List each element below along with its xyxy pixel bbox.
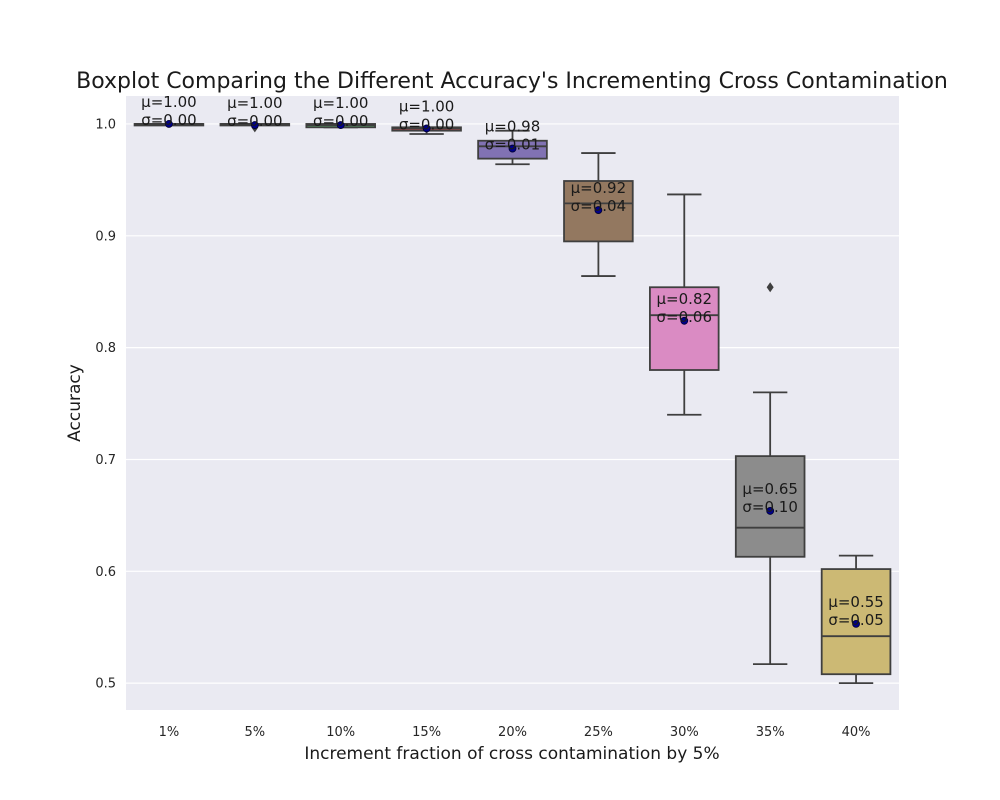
x-tick-label: 25% bbox=[584, 725, 613, 740]
mean-point bbox=[766, 507, 775, 515]
mean-point bbox=[336, 121, 345, 129]
std-label: σ=0.00 bbox=[399, 115, 454, 133]
x-tick-label: 15% bbox=[412, 725, 441, 740]
std-label: σ=0.01 bbox=[485, 136, 540, 154]
mean-point bbox=[680, 316, 689, 325]
box-15%: μ=1.00σ=0.00 bbox=[391, 97, 462, 135]
box-40%: μ=0.55σ=0.05 bbox=[820, 554, 892, 685]
x-tick-label: 5% bbox=[245, 725, 266, 740]
x-tick-label: 30% bbox=[670, 725, 699, 740]
box-1%: μ=1.00σ=0.00 bbox=[133, 93, 205, 129]
box-20%: μ=0.98σ=0.01 bbox=[477, 118, 548, 166]
mean-label: μ=0.82 bbox=[657, 290, 713, 308]
x-tick-label: 35% bbox=[756, 725, 785, 740]
std-label: σ=0.00 bbox=[313, 112, 368, 130]
mean-point bbox=[594, 206, 603, 214]
y-ticks: 0.5 0.6 0.7 0.8 0.9 1.0 bbox=[95, 117, 116, 691]
plot-area bbox=[126, 96, 899, 710]
mean-point bbox=[508, 144, 517, 153]
box-10%: μ=1.00σ=0.00 bbox=[305, 94, 376, 130]
x-tick-label: 10% bbox=[326, 725, 355, 740]
std-label: σ=0.04 bbox=[571, 197, 626, 215]
std-label: σ=0.06 bbox=[657, 308, 712, 326]
mean-point bbox=[852, 619, 860, 628]
box-35%: μ=0.65σ=0.10 bbox=[734, 282, 806, 666]
boxes-layer: μ=1.00σ=0.00μ=1.00σ=0.00μ=1.00σ=0.00μ=1.… bbox=[133, 93, 892, 685]
y-tick-label: 0.8 bbox=[95, 341, 116, 356]
y-tick-label: 0.5 bbox=[95, 677, 116, 692]
mean-label: μ=0.65 bbox=[742, 480, 798, 498]
box-30%: μ=0.82σ=0.06 bbox=[649, 193, 720, 416]
y-tick-label: 1.0 bbox=[95, 117, 116, 132]
mean-point bbox=[422, 124, 431, 133]
mean-label: μ=1.00 bbox=[141, 93, 197, 111]
x-tick-label: 1% bbox=[159, 725, 180, 740]
mean-label: μ=0.55 bbox=[828, 593, 884, 611]
outlier-point bbox=[766, 282, 774, 293]
x-axis-label: Increment fraction of cross contaminatio… bbox=[304, 744, 719, 764]
chart-title: Boxplot Comparing the Different Accuracy… bbox=[76, 69, 948, 94]
box-5%: μ=1.00σ=0.00 bbox=[219, 94, 291, 133]
std-label: σ=0.00 bbox=[227, 112, 282, 130]
std-label: σ=0.10 bbox=[742, 498, 797, 516]
box-25%: μ=0.92σ=0.04 bbox=[563, 152, 634, 277]
box-iqr bbox=[649, 286, 720, 371]
mean-label: μ=1.00 bbox=[227, 94, 283, 112]
x-ticks: 1% 5% 10% 15% 20% 25% 30% 35% 40% bbox=[159, 725, 871, 740]
x-tick-label: 40% bbox=[842, 725, 871, 740]
x-tick-label: 20% bbox=[498, 725, 527, 740]
y-tick-label: 0.7 bbox=[95, 453, 116, 468]
y-axis-label: Accuracy bbox=[65, 364, 85, 442]
mean-label: μ=1.00 bbox=[313, 94, 369, 112]
mean-label: μ=0.92 bbox=[571, 179, 627, 197]
std-label: σ=0.00 bbox=[141, 111, 196, 129]
std-label: σ=0.05 bbox=[828, 611, 883, 629]
box-iqr bbox=[734, 455, 806, 558]
mean-label: μ=1.00 bbox=[399, 97, 455, 115]
y-tick-label: 0.6 bbox=[95, 565, 116, 580]
mean-point bbox=[165, 120, 173, 128]
y-tick-label: 0.9 bbox=[95, 229, 116, 244]
mean-label: μ=0.98 bbox=[485, 118, 541, 136]
mean-point bbox=[250, 121, 259, 129]
